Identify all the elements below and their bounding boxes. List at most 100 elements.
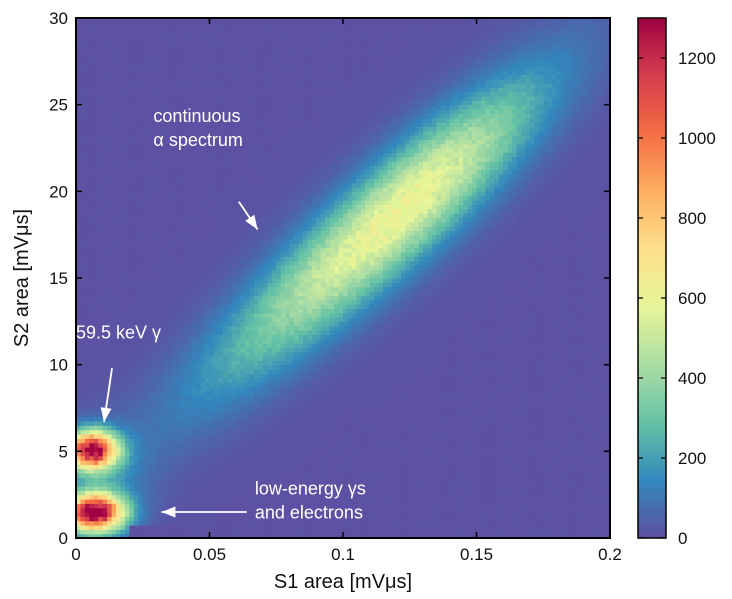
- heatmap-cell: [391, 525, 397, 530]
- heatmap-cell: [316, 447, 322, 452]
- heatmap-cell: [89, 434, 95, 439]
- heatmap-cell: [129, 520, 135, 526]
- heatmap-cell: [507, 425, 513, 431]
- heatmap-cell: [396, 434, 402, 439]
- heatmap-cell: [476, 373, 482, 379]
- heatmap-cell: [129, 377, 135, 383]
- heatmap-cell: [280, 356, 286, 361]
- heatmap-cell: [458, 382, 464, 387]
- heatmap-cell: [543, 408, 549, 413]
- heatmap-cell: [205, 464, 211, 470]
- heatmap-cell: [142, 447, 148, 452]
- heatmap-cell: [512, 416, 518, 422]
- heatmap-cell: [347, 468, 353, 474]
- heatmap-cell: [436, 490, 442, 496]
- heatmap-cell: [587, 425, 593, 431]
- heatmap-cell: [387, 412, 393, 418]
- heatmap-cell: [116, 416, 122, 422]
- heatmap-cell: [80, 473, 86, 478]
- heatmap-cell: [298, 460, 304, 465]
- heatmap-cell: [231, 390, 237, 396]
- heatmap-cell: [494, 464, 500, 470]
- heatmap-cell: [205, 416, 211, 422]
- heatmap-cell: [120, 386, 126, 392]
- heatmap-cell: [338, 438, 344, 444]
- heatmap-cell: [449, 421, 455, 426]
- heatmap-cell: [494, 520, 500, 526]
- heatmap-cell: [556, 403, 562, 409]
- heatmap-cell: [458, 477, 464, 483]
- heatmap-cell: [298, 455, 304, 461]
- heatmap-cell: [240, 395, 246, 400]
- heatmap-cell: [547, 447, 553, 452]
- heatmap-cell: [494, 416, 500, 422]
- heatmap-cell: [107, 356, 113, 361]
- heatmap-cell: [254, 386, 260, 392]
- heatmap-cell: [124, 460, 130, 465]
- heatmap-cell: [436, 494, 442, 500]
- heatmap-cell: [592, 507, 598, 513]
- heatmap-cell: [111, 364, 117, 370]
- heatmap-cell: [124, 503, 130, 509]
- heatmap-cell: [133, 429, 139, 435]
- heatmap-cell: [374, 490, 380, 496]
- heatmap-cell: [472, 377, 478, 383]
- heatmap-cell: [583, 425, 589, 431]
- heatmap-cell: [294, 360, 300, 366]
- heatmap-cell: [147, 434, 153, 439]
- heatmap-cell: [476, 473, 482, 478]
- heatmap-cell: [107, 494, 113, 500]
- heatmap-cell: [76, 421, 82, 426]
- heatmap-cell: [414, 477, 420, 483]
- heatmap-cell: [267, 460, 273, 465]
- heatmap-cell: [116, 382, 122, 387]
- heatmap-cell: [84, 486, 90, 491]
- heatmap-cell: [583, 451, 589, 457]
- heatmap-cell: [142, 525, 148, 530]
- heatmap-cell: [574, 416, 580, 422]
- heatmap-cell: [605, 377, 611, 383]
- heatmap-cell: [111, 399, 117, 405]
- heatmap-cell: [561, 360, 567, 366]
- heatmap-cell: [556, 395, 562, 400]
- heatmap-cell: [116, 494, 122, 500]
- heatmap-cell: [467, 434, 473, 439]
- heatmap-cell: [516, 438, 522, 444]
- heatmap-cell: [383, 356, 389, 361]
- heatmap-cell: [538, 399, 544, 405]
- heatmap-cell: [311, 473, 317, 478]
- heatmap-cell: [489, 425, 495, 431]
- heatmap-cell: [107, 395, 113, 400]
- heatmap-cell: [271, 455, 277, 461]
- heatmap-cell: [156, 447, 162, 452]
- heatmap-cell: [249, 403, 255, 409]
- heatmap-cell: [427, 473, 433, 478]
- heatmap-cell: [160, 533, 166, 539]
- heatmap-cell: [418, 481, 424, 487]
- heatmap-cell: [200, 486, 206, 491]
- heatmap-cell: [133, 382, 139, 387]
- heatmap-cell: [165, 429, 171, 435]
- heatmap-cell: [311, 447, 317, 452]
- heatmap-cell: [271, 416, 277, 422]
- heatmap-cell: [191, 382, 197, 387]
- heatmap-cell: [182, 395, 188, 400]
- heatmap-cell: [236, 421, 242, 426]
- heatmap-cell: [436, 416, 442, 422]
- heatmap-cell: [169, 356, 175, 361]
- heatmap-cell: [218, 425, 224, 431]
- heatmap-cell: [427, 507, 433, 513]
- heatmap-cell: [160, 451, 166, 457]
- heatmap-cell: [556, 477, 562, 483]
- heatmap-cell: [432, 499, 438, 504]
- heatmap-cell: [178, 369, 184, 374]
- heatmap-cell: [592, 438, 598, 444]
- heatmap-cell: [187, 477, 193, 483]
- heatmap-cell: [320, 468, 326, 474]
- heatmap-cell: [440, 494, 446, 500]
- heatmap-cell: [480, 377, 486, 383]
- heatmap-cell: [222, 473, 228, 478]
- heatmap-cell: [601, 390, 607, 396]
- heatmap-cell: [258, 412, 264, 418]
- heatmap-cell: [285, 416, 291, 422]
